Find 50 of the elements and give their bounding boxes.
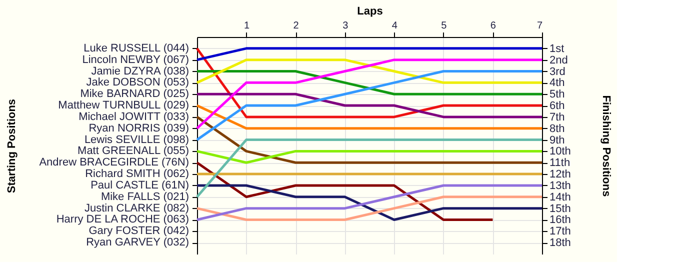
y-tick-label: 17th — [550, 226, 571, 238]
series-label: Matthew TURNBULL (029) — [58, 100, 189, 112]
y-tick-label: 2nd — [550, 54, 568, 66]
line-series — [196, 184, 544, 221]
series-label: Ryan NORRIS (039) — [88, 122, 189, 134]
series-label: Matt GREENALL (055) — [78, 145, 189, 158]
series-label: Justin CLARKE (082) — [84, 202, 189, 214]
series-label: Harry DE LA ROCHE (063) — [56, 214, 189, 226]
x-tick-label: 4 — [392, 20, 398, 32]
y-axis-title: Finishing Positions — [600, 95, 612, 197]
x-tick-label: 2 — [293, 20, 300, 32]
x-tick-label: 5 — [441, 20, 448, 32]
x-tick-label: 1 — [244, 20, 250, 32]
series-label: Mike FALLS (021) — [100, 190, 189, 203]
y-tick-label: 16th — [550, 214, 571, 226]
y-tick-label: 5th — [550, 88, 565, 101]
series-label: Paul CASTLE (61N) — [90, 179, 189, 192]
y-tick-label: 1st — [550, 42, 564, 55]
y-tick-label: 10th — [550, 146, 571, 158]
series-label: Lincoln NEWBY (067) — [82, 54, 189, 66]
x-tick-label: 6 — [490, 20, 496, 32]
y-tick-label: 3rd — [550, 66, 566, 78]
series-label: Michael JOWITT (033) — [78, 110, 189, 123]
x-tick-label: 3 — [342, 20, 349, 32]
line-series — [196, 58, 544, 130]
y-tick-label: 7th — [550, 111, 565, 124]
series-label: Luke RUSSELL (044) — [84, 42, 189, 54]
series-label: Lewis SEVILLE (098) — [84, 134, 189, 146]
y-tick-label: 4th — [550, 77, 565, 90]
series-label: Mike BARNARD (025) — [80, 88, 189, 100]
series-label: Richard SMITH (062) — [85, 168, 189, 180]
y-tick-label: 15th — [550, 202, 571, 215]
series-label: Andrew BRACEGIRDLE (76N) — [39, 156, 189, 169]
text: Gary FOSTER (042) — [88, 225, 189, 238]
x-tick-label: 7 — [536, 20, 543, 32]
text: Ryan GARVEY (032) — [86, 236, 189, 249]
series-label: Jamie DZYRA (038) — [91, 65, 189, 78]
y-tick-label: 6th — [550, 100, 565, 112]
series-label: Jake DOBSON (053) — [86, 76, 189, 89]
text: Starting Positions — [6, 98, 18, 194]
y-tick-label: 12th — [550, 168, 571, 181]
y-tick-label: 8th — [550, 122, 565, 135]
line-series — [196, 70, 544, 142]
line-series — [196, 161, 494, 221]
y-tick-label: 13th — [550, 180, 571, 192]
x-axis-title: Laps — [357, 6, 383, 18]
y-tick-label: 11th — [550, 157, 570, 170]
y-tick-label: 9th — [550, 134, 565, 146]
y-tick-label: 18th — [550, 237, 571, 250]
y-tick-label: 14th — [550, 191, 571, 204]
